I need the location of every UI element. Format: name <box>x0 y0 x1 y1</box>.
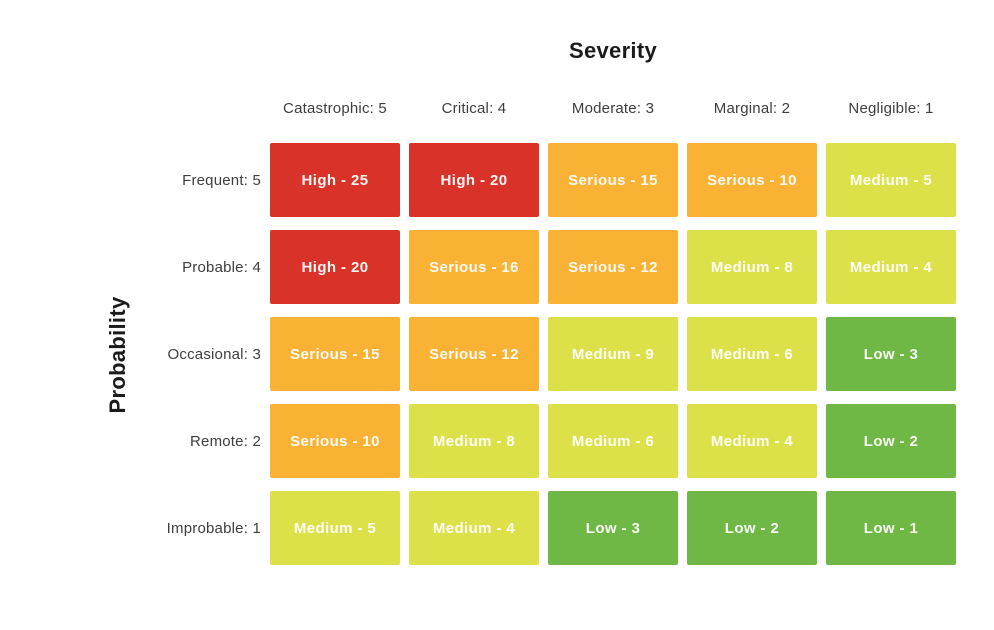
column-header: Critical: 4 <box>441 100 507 117</box>
matrix-cell: Serious - 12 <box>548 230 678 304</box>
matrix-cell: Medium - 6 <box>548 404 678 478</box>
row-label: Occasional: 3 <box>167 345 261 363</box>
matrix-cell: Serious - 10 <box>270 404 400 478</box>
matrix-cell: Medium - 8 <box>687 230 817 304</box>
matrix-cell: High - 25 <box>270 143 400 217</box>
matrix-cell: Low - 3 <box>548 491 678 565</box>
matrix-cell: Medium - 9 <box>548 317 678 391</box>
column-header: Moderate: 3 <box>571 100 655 117</box>
matrix-cell: Low - 2 <box>687 491 817 565</box>
row-label: Remote: 2 <box>190 432 261 450</box>
matrix-cell: Serious - 15 <box>548 143 678 217</box>
matrix-cell: Medium - 4 <box>826 230 956 304</box>
column-header: Marginal: 2 <box>713 100 791 117</box>
matrix-cell: Medium - 5 <box>270 491 400 565</box>
matrix-cell: Serious - 10 <box>687 143 817 217</box>
matrix-cell: Serious - 12 <box>409 317 539 391</box>
row-label: Improbable: 1 <box>166 519 261 537</box>
column-header: Negligible: 1 <box>848 100 934 117</box>
matrix-cell: Low - 2 <box>826 404 956 478</box>
matrix-cell: Low - 3 <box>826 317 956 391</box>
column-header: Catastrophic: 5 <box>283 100 387 117</box>
row-label: Frequent: 5 <box>182 171 261 189</box>
row-label: Probable: 4 <box>182 258 261 276</box>
chart-title: Severity <box>568 38 657 63</box>
matrix-cell: High - 20 <box>270 230 400 304</box>
matrix-cell: Serious - 15 <box>270 317 400 391</box>
matrix-cell: Medium - 6 <box>687 317 817 391</box>
matrix-cell: Low - 1 <box>826 491 956 565</box>
matrix-cell: Medium - 4 <box>409 491 539 565</box>
matrix-cell: Medium - 8 <box>409 404 539 478</box>
matrix-cell: Medium - 5 <box>826 143 956 217</box>
matrix-cell: Serious - 16 <box>409 230 539 304</box>
column-headers: Catastrophic: 5 Critical: 4 Moderate: 3 Mar… <box>270 100 956 117</box>
matrix-cell: Medium - 4 <box>687 404 817 478</box>
matrix-cell: High - 20 <box>409 143 539 217</box>
risk-matrix-grid: Frequent: 5 High - 25 High - 20 Serious - 1… <box>80 143 956 565</box>
